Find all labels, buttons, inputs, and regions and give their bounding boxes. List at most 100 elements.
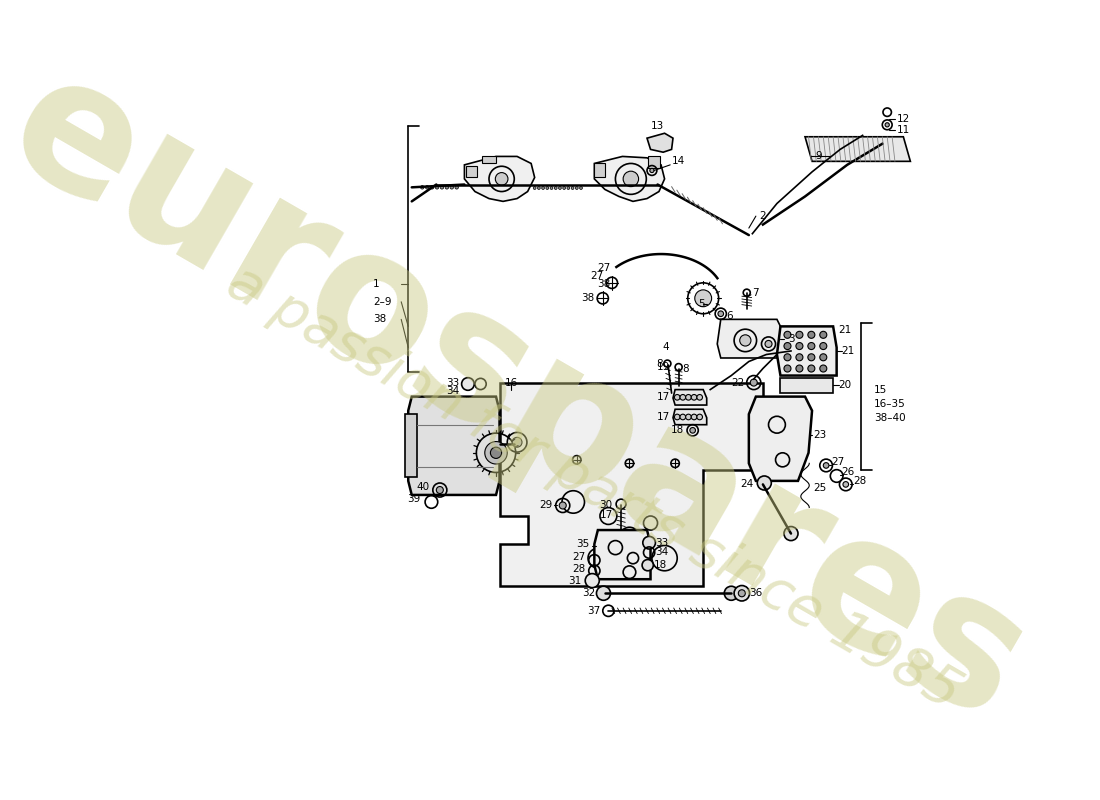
Circle shape xyxy=(796,342,803,350)
Text: 24: 24 xyxy=(740,479,754,490)
Circle shape xyxy=(491,447,502,458)
Circle shape xyxy=(796,354,803,361)
Text: 21: 21 xyxy=(838,325,853,335)
Circle shape xyxy=(690,427,695,433)
Circle shape xyxy=(685,414,691,420)
Circle shape xyxy=(580,186,582,190)
Text: 21: 21 xyxy=(842,346,855,356)
Circle shape xyxy=(807,365,815,372)
Circle shape xyxy=(718,311,724,317)
Circle shape xyxy=(685,394,691,400)
Circle shape xyxy=(446,186,449,189)
Circle shape xyxy=(843,482,848,487)
Text: 27: 27 xyxy=(573,553,586,562)
Text: 40: 40 xyxy=(416,482,429,491)
Circle shape xyxy=(784,331,791,338)
Circle shape xyxy=(430,186,433,189)
Text: 38: 38 xyxy=(597,279,611,290)
Circle shape xyxy=(784,354,791,361)
Text: 11: 11 xyxy=(896,125,910,134)
Circle shape xyxy=(436,186,439,189)
Polygon shape xyxy=(594,163,605,178)
Circle shape xyxy=(784,526,798,541)
Text: 20: 20 xyxy=(838,380,851,390)
Text: 31: 31 xyxy=(569,576,582,586)
Circle shape xyxy=(642,536,656,549)
Circle shape xyxy=(571,186,574,190)
Circle shape xyxy=(734,586,749,601)
Polygon shape xyxy=(405,414,417,478)
Circle shape xyxy=(674,414,680,420)
Circle shape xyxy=(697,394,703,400)
Text: 16: 16 xyxy=(505,378,518,387)
Circle shape xyxy=(554,186,557,190)
Text: 30: 30 xyxy=(600,501,613,510)
Circle shape xyxy=(820,354,827,361)
Circle shape xyxy=(784,342,791,350)
Text: 5: 5 xyxy=(698,299,705,309)
Circle shape xyxy=(541,186,544,190)
Polygon shape xyxy=(781,378,833,393)
Circle shape xyxy=(674,394,680,400)
Circle shape xyxy=(820,365,827,372)
Text: 4: 4 xyxy=(662,342,669,353)
Text: 17: 17 xyxy=(657,412,670,422)
Text: 8: 8 xyxy=(682,363,690,374)
Text: 3: 3 xyxy=(789,334,795,344)
Text: 18: 18 xyxy=(653,560,667,570)
Text: 38: 38 xyxy=(581,294,594,303)
Polygon shape xyxy=(594,157,664,202)
Circle shape xyxy=(695,290,712,306)
Circle shape xyxy=(724,586,738,600)
Text: 13: 13 xyxy=(651,122,664,131)
Polygon shape xyxy=(594,530,650,579)
Polygon shape xyxy=(749,397,812,481)
Circle shape xyxy=(437,486,443,494)
Circle shape xyxy=(559,502,566,509)
Text: 7: 7 xyxy=(752,288,759,298)
Text: 14: 14 xyxy=(672,156,685,166)
Circle shape xyxy=(538,186,540,190)
Text: 28: 28 xyxy=(573,564,586,574)
Circle shape xyxy=(739,335,751,346)
Text: 27: 27 xyxy=(830,457,845,467)
Circle shape xyxy=(596,586,611,600)
Circle shape xyxy=(455,186,459,189)
Circle shape xyxy=(485,442,507,464)
Circle shape xyxy=(750,379,757,386)
Text: 34: 34 xyxy=(447,386,460,396)
Text: 8: 8 xyxy=(657,358,663,369)
Text: 38: 38 xyxy=(373,314,386,324)
Polygon shape xyxy=(464,157,535,202)
Circle shape xyxy=(823,462,829,468)
Circle shape xyxy=(796,331,803,338)
Circle shape xyxy=(563,186,565,190)
Circle shape xyxy=(534,186,536,190)
Circle shape xyxy=(585,574,600,588)
Circle shape xyxy=(820,342,827,350)
Text: 18: 18 xyxy=(671,426,684,435)
Polygon shape xyxy=(648,157,660,168)
Circle shape xyxy=(807,354,815,361)
Text: 17: 17 xyxy=(600,510,613,520)
Text: a passion for parts since 1985: a passion for parts since 1985 xyxy=(218,255,970,720)
Text: 34: 34 xyxy=(654,547,668,557)
Circle shape xyxy=(738,590,746,597)
Text: 19: 19 xyxy=(657,362,670,372)
Polygon shape xyxy=(777,326,837,375)
Circle shape xyxy=(495,173,508,186)
Text: 22: 22 xyxy=(732,378,745,387)
Text: 37: 37 xyxy=(586,606,600,616)
Circle shape xyxy=(807,342,815,350)
Text: 9: 9 xyxy=(815,151,822,162)
Text: 15: 15 xyxy=(873,385,887,394)
Circle shape xyxy=(807,331,815,338)
Polygon shape xyxy=(499,382,763,586)
Circle shape xyxy=(440,186,443,189)
Polygon shape xyxy=(647,134,673,152)
Circle shape xyxy=(420,186,424,189)
Circle shape xyxy=(550,186,553,190)
Circle shape xyxy=(566,186,570,190)
Circle shape xyxy=(559,186,561,190)
Circle shape xyxy=(691,394,697,400)
